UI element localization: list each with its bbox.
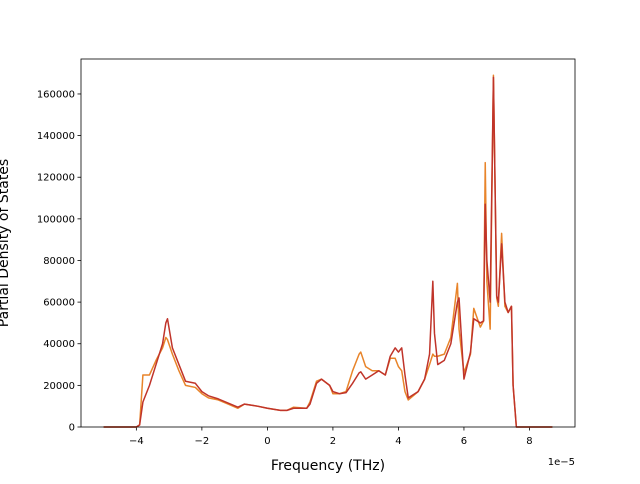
x-tick-label: −4 bbox=[129, 436, 144, 447]
x-offset-label: 1e−5 bbox=[548, 457, 575, 468]
y-tick-label: 140000 bbox=[37, 131, 75, 142]
y-tick-label: 40000 bbox=[43, 339, 75, 350]
y-tick-label: 120000 bbox=[37, 173, 75, 184]
y-axis-label: Partial Density of States bbox=[0, 159, 12, 327]
x-tick-label: −2 bbox=[195, 436, 210, 447]
y-tick-label: 0 bbox=[69, 423, 75, 434]
x-tick-label: 8 bbox=[526, 436, 532, 447]
x-tick-label: 4 bbox=[395, 436, 401, 447]
y-tick-label: 60000 bbox=[43, 298, 75, 309]
x-tick-label: 0 bbox=[264, 436, 270, 447]
plot-frame bbox=[80, 58, 576, 428]
series-line bbox=[103, 76, 553, 428]
series-line bbox=[103, 74, 553, 428]
y-tick-label: 20000 bbox=[43, 381, 75, 392]
y-tick-label: 160000 bbox=[37, 89, 75, 100]
x-axis-label: Frequency (THz) bbox=[271, 458, 385, 474]
y-tick-label: 100000 bbox=[37, 214, 75, 225]
x-tick-label: 6 bbox=[461, 436, 467, 447]
x-tick-label: 2 bbox=[330, 436, 336, 447]
y-tick-label: 80000 bbox=[43, 256, 75, 267]
